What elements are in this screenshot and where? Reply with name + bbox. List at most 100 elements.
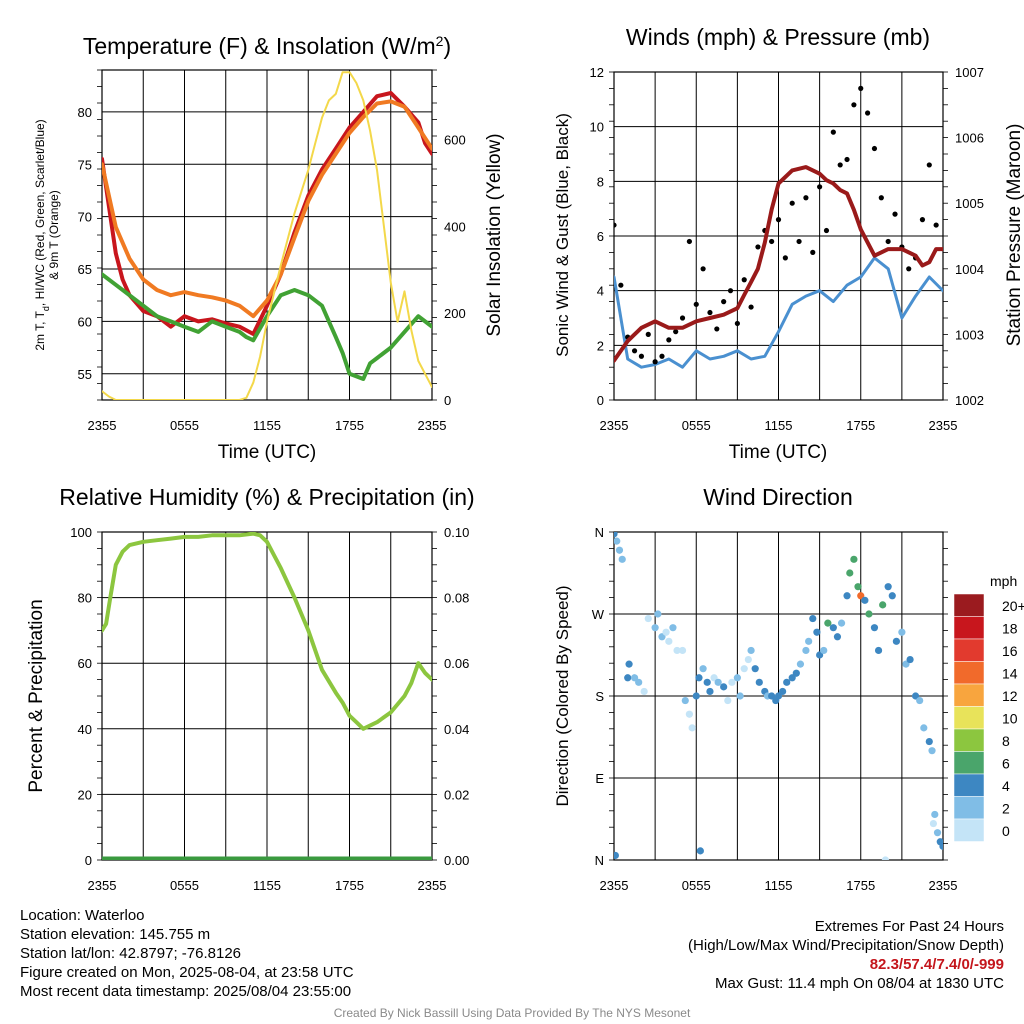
y-tick-label: 20 (78, 787, 92, 802)
x-tick-label: 2355 (929, 418, 958, 433)
latlon-label: Station lat/lon: 42.8797; -76.8126 (20, 945, 242, 962)
y2-tick-label: 1003 (955, 327, 984, 342)
x-tick-label: 1755 (335, 418, 364, 433)
legend-label: 20+ (1002, 598, 1024, 614)
wind-direction-point (884, 583, 892, 591)
wind-direction-point (651, 624, 659, 632)
wind-direction-point (939, 842, 943, 850)
wind-direction-point (740, 665, 748, 673)
wind-direction-point (881, 856, 890, 860)
wind-direction-point (813, 628, 821, 636)
chart-title: Relative Humidity (%) & Precipitation (i… (59, 484, 474, 510)
legend-label: 0 (1002, 823, 1010, 839)
gust-point (645, 331, 651, 337)
wind-direction-point (615, 546, 624, 554)
wind-direction-point (928, 747, 936, 755)
y-tick-label: 55 (78, 367, 92, 382)
chart-title-close: ) (443, 33, 451, 59)
wind-direction-point (669, 624, 677, 632)
y-tick-label: 40 (78, 722, 92, 737)
wind-direction-point (870, 624, 879, 632)
wind-direction-point (699, 665, 707, 673)
gust-point (796, 238, 802, 245)
y2-tick-label: 200 (444, 306, 466, 321)
chart-panel-3 (97, 531, 437, 861)
wind-direction-point (854, 583, 862, 591)
y2-axis-label: Station Pressure (Maroon) (1004, 124, 1024, 347)
x-tick-label: 2355 (418, 878, 447, 893)
x-tick-label: 1755 (846, 878, 875, 893)
gust-point (734, 320, 740, 327)
gust-point (830, 129, 836, 135)
x-axis-label: Time (UTC) (218, 442, 317, 463)
gust-point (782, 255, 788, 261)
wind-direction-point (733, 674, 741, 682)
x-tick-label: 1755 (846, 418, 875, 433)
gust-point (638, 353, 645, 359)
y2-tick-label: 400 (444, 219, 466, 234)
y-tick-label: N (595, 853, 604, 868)
y-tick-label: 80 (78, 591, 92, 606)
gust-point (789, 200, 795, 206)
latest-label: Most recent data timestamp: 2025/08/04 2… (20, 983, 352, 1000)
y-axis-label: Direction (Colored By Speed) (553, 585, 572, 806)
legend-label: 2 (1002, 801, 1010, 817)
wind-direction-point (805, 637, 813, 645)
dewpoint-line (102, 272, 432, 381)
relative-humidity-line (102, 532, 432, 731)
gust-point (775, 217, 782, 223)
wind-direction-point (640, 687, 648, 696)
wind-direction-point (695, 674, 703, 682)
wind-direction-point (829, 624, 837, 632)
gust-point (741, 277, 747, 283)
chart-title-main: Temperature (F) & Insolation (W/m (83, 33, 436, 59)
wind-direction-point (644, 614, 652, 623)
legend-label: 14 (1002, 666, 1018, 682)
y-tick-label: 10 (590, 120, 604, 135)
chart-title-superscript: 2 (436, 33, 444, 49)
legend-swatch (953, 751, 985, 775)
gust-point (906, 266, 912, 272)
gust-point (673, 329, 679, 335)
wind-direction-point (802, 646, 810, 655)
wind-direction-point (796, 660, 805, 668)
y2-tick-label: 0.02 (444, 787, 469, 802)
elevation-label: Station elevation: 145.755 m (20, 926, 211, 943)
wind-direction-point (662, 628, 670, 636)
wind-direction-point (824, 619, 832, 627)
chart-title: Winds (mph) & Pressure (mb) (626, 24, 930, 50)
wind-direction-point (874, 646, 883, 655)
wind-direction-point (714, 678, 722, 686)
y2-tick-label: 1002 (955, 393, 984, 408)
wind-direction-point (724, 696, 732, 705)
gust-point (823, 227, 830, 234)
x-tick-label: 1155 (253, 878, 281, 893)
wind-direction-point (920, 724, 928, 732)
gust-point (707, 309, 713, 316)
legend-label: 6 (1002, 756, 1010, 772)
gust-point (714, 326, 720, 332)
y-tick-label: 70 (78, 210, 92, 225)
wind-direction-point (614, 537, 621, 545)
location-label: Location: Waterloo (20, 907, 145, 924)
y2-tick-label: 0.04 (444, 722, 469, 737)
gust-point (693, 301, 699, 307)
gust-point (686, 238, 692, 245)
wind-direction-point (929, 819, 938, 828)
chart-title: Wind Direction (703, 484, 853, 510)
wind-direction-point (696, 847, 704, 855)
y-tick-label: 60 (78, 656, 92, 671)
max-gust-label: Max Gust: 11.4 mph On 08/04 at 1830 UTC (714, 975, 1004, 992)
extremes-title: Extremes For Past 24 Hours (814, 918, 1004, 935)
gust-point (700, 266, 706, 272)
y-axis-label-line2: & 9m T (Orange) (47, 190, 61, 280)
gust-point (926, 162, 932, 168)
wind-direction-point (720, 683, 728, 691)
sonic-wind-line (614, 256, 943, 369)
x-tick-label: 0555 (170, 878, 199, 893)
legend-swatch (953, 728, 985, 752)
x-tick-label: 2355 (418, 418, 447, 433)
wind-direction-point (925, 737, 933, 746)
legend-swatch (953, 818, 985, 842)
wind-direction-point (861, 596, 869, 604)
